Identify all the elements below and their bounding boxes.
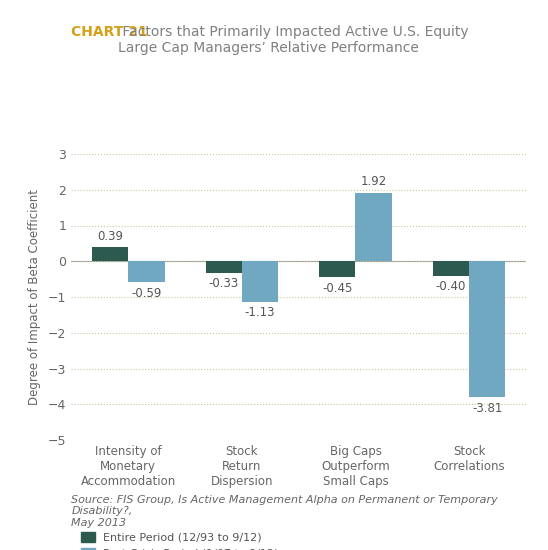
Bar — [433, 261, 469, 276]
Legend: Entire Period (12/93 to 9/12), Post Crisis Period (1/07 to 9/12): Entire Period (12/93 to 9/12), Post Cris… — [77, 527, 283, 550]
Text: -3.81: -3.81 — [472, 402, 503, 415]
Text: -0.59: -0.59 — [132, 287, 162, 300]
Bar — [242, 261, 278, 301]
Text: Factors that Primarily Impacted Active U.S. Equity
Large Cap Managers’ Relative : Factors that Primarily Impacted Active U… — [118, 25, 469, 55]
Text: -0.45: -0.45 — [322, 282, 352, 295]
Text: CHART 21: CHART 21 — [71, 25, 148, 39]
Text: -0.40: -0.40 — [436, 280, 466, 293]
Bar — [92, 248, 128, 261]
Text: Source: FIS Group, Is Active Management Alpha on Permanent or Temporary Disabili: Source: FIS Group, Is Active Management … — [71, 495, 498, 528]
Y-axis label: Degree of Impact of Beta Coefficient: Degree of Impact of Beta Coefficient — [28, 189, 41, 405]
Bar — [356, 192, 392, 261]
Bar — [128, 261, 164, 282]
Text: 0.39: 0.39 — [97, 230, 123, 243]
Text: -1.13: -1.13 — [245, 306, 275, 319]
Bar — [319, 261, 356, 277]
Bar — [469, 261, 505, 398]
Text: -0.33: -0.33 — [209, 277, 239, 290]
Bar — [206, 261, 242, 273]
Text: 1.92: 1.92 — [361, 175, 387, 188]
